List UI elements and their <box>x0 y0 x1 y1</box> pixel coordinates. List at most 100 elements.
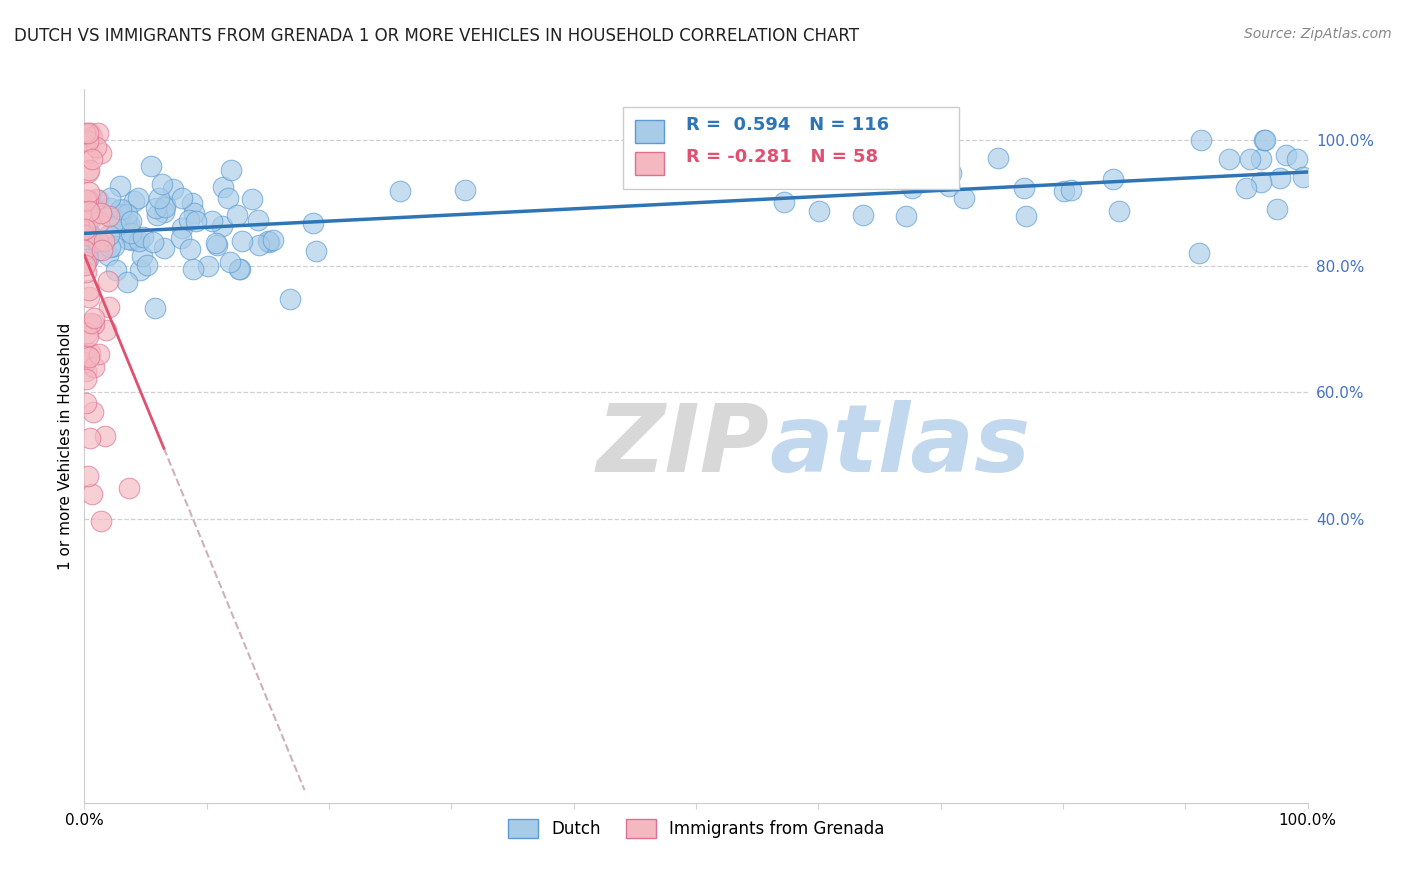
Point <box>108 178 131 193</box>
Point <box>257 235 280 249</box>
Point <box>1108 204 1130 219</box>
Point <box>82 153 104 167</box>
Point <box>79 185 101 199</box>
Point <box>77 145 100 160</box>
Point <box>153 205 176 219</box>
Point <box>108 213 131 227</box>
Point <box>1053 184 1076 198</box>
Point <box>87 234 110 248</box>
Point <box>246 212 269 227</box>
Point <box>97 248 120 262</box>
Point <box>262 233 284 247</box>
Point <box>75 364 97 378</box>
Point <box>83 310 105 325</box>
Point <box>1014 209 1036 223</box>
Point <box>77 204 100 219</box>
Point <box>77 350 100 364</box>
Point <box>939 166 962 180</box>
Point <box>117 232 139 246</box>
Text: DUTCH VS IMMIGRANTS FROM GRENADA 1 OR MORE VEHICLES IN HOUSEHOLD CORRELATION CHA: DUTCH VS IMMIGRANTS FROM GRENADA 1 OR MO… <box>14 27 859 45</box>
Point <box>211 179 233 194</box>
Point <box>135 258 157 272</box>
Point <box>76 468 98 483</box>
Point <box>76 214 98 228</box>
Point <box>76 252 98 267</box>
Point <box>304 244 326 258</box>
Point <box>1236 181 1258 195</box>
Point <box>901 181 924 195</box>
Point <box>896 209 918 223</box>
Point <box>1253 133 1275 147</box>
Point <box>1270 170 1292 185</box>
Point <box>118 218 141 232</box>
Point <box>229 262 252 277</box>
Point <box>1254 133 1277 147</box>
Point <box>79 127 101 141</box>
Point <box>97 227 120 242</box>
Point <box>240 192 263 206</box>
Point <box>1250 176 1272 190</box>
Point <box>118 481 141 495</box>
Point <box>219 255 242 269</box>
Text: ZIP: ZIP <box>596 400 769 492</box>
Point <box>852 208 875 222</box>
Point <box>75 265 97 279</box>
Point <box>150 177 173 191</box>
Point <box>110 202 132 216</box>
Point <box>211 219 233 234</box>
Point <box>132 230 155 244</box>
Point <box>278 292 301 306</box>
Point <box>110 207 132 221</box>
Point <box>82 130 104 145</box>
FancyBboxPatch shape <box>623 107 959 189</box>
Point <box>122 232 145 246</box>
Point <box>389 184 412 198</box>
Point <box>122 194 145 208</box>
Point <box>90 243 112 257</box>
Point <box>120 226 142 240</box>
Point <box>197 259 219 273</box>
Point <box>181 262 204 277</box>
Point <box>121 233 143 247</box>
Point <box>115 213 138 227</box>
FancyBboxPatch shape <box>636 120 664 143</box>
Point <box>77 227 100 242</box>
Point <box>103 239 125 253</box>
Point <box>98 240 121 254</box>
Point <box>1286 152 1309 166</box>
Point <box>76 329 98 343</box>
FancyBboxPatch shape <box>636 152 664 175</box>
Point <box>94 323 117 337</box>
Point <box>141 159 163 173</box>
Point <box>76 127 98 141</box>
Point <box>181 196 204 211</box>
Point <box>1189 133 1212 147</box>
Point <box>80 316 103 330</box>
Point <box>1292 170 1315 185</box>
Point <box>77 134 100 148</box>
Point <box>110 202 132 217</box>
Point <box>162 182 184 196</box>
Point <box>90 206 112 220</box>
Point <box>1059 183 1081 197</box>
Point <box>90 514 112 528</box>
Point <box>83 360 105 375</box>
Point <box>73 221 96 235</box>
Point <box>257 234 280 248</box>
Point <box>97 300 120 314</box>
Point <box>83 317 105 331</box>
Point <box>94 429 117 443</box>
Point <box>1188 246 1211 260</box>
Point <box>454 183 477 197</box>
Point <box>1218 152 1240 166</box>
Point <box>73 355 96 369</box>
Point <box>153 198 176 212</box>
Point <box>77 290 100 304</box>
Point <box>79 196 101 211</box>
Point <box>75 372 97 386</box>
Point <box>79 227 101 241</box>
Point <box>953 191 976 205</box>
Point <box>98 209 121 223</box>
Point <box>80 210 103 224</box>
Point <box>128 234 150 248</box>
